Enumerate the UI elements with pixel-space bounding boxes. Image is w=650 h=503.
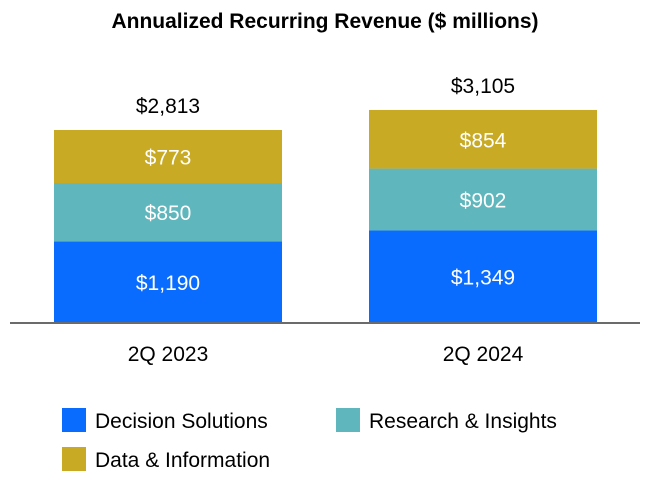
bar-segment (54, 241, 282, 323)
legend-swatch-decision-solutions (62, 408, 86, 432)
data-label: $773 (145, 147, 192, 170)
data-label: $850 (145, 202, 192, 225)
legend-label: Decision Solutions (95, 410, 268, 433)
legend: Decision Solutions Research & Insights D… (62, 408, 557, 472)
legend-swatch-research-insights (336, 408, 360, 432)
total-label: $3,105 (451, 75, 515, 98)
data-label: $854 (460, 129, 507, 152)
x-tick-label: 2Q 2024 (443, 343, 524, 366)
legend-label: Research & Insights (369, 410, 557, 433)
bar-segment (369, 230, 597, 323)
chart-title: Annualized Recurring Revenue ($ millions… (111, 10, 538, 33)
total-label: $2,813 (136, 95, 200, 118)
data-label: $902 (460, 190, 507, 213)
bar-segment (369, 109, 597, 169)
bar-segment (54, 130, 282, 184)
data-label: $1,190 (136, 272, 200, 295)
x-tick-label: 2Q 2023 (128, 343, 209, 366)
data-label: $1,349 (451, 267, 515, 290)
legend-swatch-data-information (62, 447, 86, 471)
legend-label: Data & Information (95, 449, 270, 472)
bar-segment (54, 183, 282, 242)
bar-segment (369, 168, 597, 231)
